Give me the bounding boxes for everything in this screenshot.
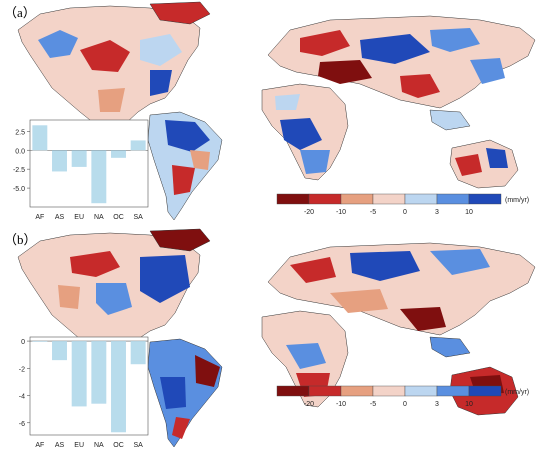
y-tick-label: 0.0 bbox=[15, 148, 25, 155]
colorbar-segment bbox=[404, 193, 438, 205]
colorbar-tick-label: -10 bbox=[336, 209, 346, 216]
bar-na bbox=[91, 341, 107, 404]
colorbar-tick-label: 0 bbox=[403, 209, 407, 216]
colorbar-segment bbox=[276, 193, 310, 205]
bar-oc bbox=[111, 150, 126, 158]
x-tick-label: AF bbox=[35, 442, 44, 449]
y-tick-label: -2.5 bbox=[13, 167, 25, 174]
bar-oc bbox=[111, 341, 126, 433]
colorbar-segment bbox=[372, 385, 406, 397]
sea-islands-region bbox=[429, 109, 471, 131]
africa-region bbox=[261, 83, 349, 181]
greenland-region bbox=[149, 1, 211, 25]
south-america-region bbox=[147, 111, 223, 221]
x-tick-label: AS bbox=[55, 214, 65, 221]
colorbar-segment bbox=[404, 385, 438, 397]
greenland-region bbox=[149, 228, 211, 252]
colorbar-segment bbox=[308, 193, 342, 205]
bar-as bbox=[52, 341, 67, 361]
x-tick-label: SA bbox=[133, 214, 143, 221]
sea-islands-region bbox=[429, 336, 471, 358]
colorbar-segment bbox=[436, 193, 470, 205]
bar-eu bbox=[71, 341, 87, 407]
colorbar-segment bbox=[468, 385, 502, 397]
x-tick-label: AS bbox=[55, 442, 65, 449]
x-tick-label: NA bbox=[94, 442, 104, 449]
colorbar-segment bbox=[372, 193, 406, 205]
y-tick-label: -6 bbox=[19, 421, 25, 428]
plot-frame bbox=[29, 336, 149, 436]
colorbar-tick-label: -20 bbox=[304, 209, 314, 216]
x-tick-label: OC bbox=[113, 442, 124, 449]
colorbar-unit: (mm/yr) bbox=[505, 389, 529, 396]
eurasia-region bbox=[267, 242, 536, 336]
x-tick-label: SA bbox=[133, 442, 143, 449]
bar-af bbox=[32, 341, 48, 342]
bar-na bbox=[91, 150, 107, 204]
bar-sa bbox=[130, 341, 146, 365]
australia-region bbox=[449, 139, 519, 189]
x-tick-label: OC bbox=[113, 214, 124, 221]
colorbar-segment bbox=[308, 385, 342, 397]
panel-label: （b） bbox=[4, 232, 37, 247]
colorbar-tick-label: 10 bbox=[465, 401, 473, 408]
bar-as bbox=[52, 150, 67, 172]
colorbar-tick-label: -5 bbox=[370, 401, 376, 408]
colorbar-tick-label: 3 bbox=[435, 401, 439, 408]
plot-frame bbox=[29, 119, 149, 208]
colorbar-tick-label: 10 bbox=[465, 209, 473, 216]
colorbar-tick-label: 0 bbox=[403, 401, 407, 408]
map-b bbox=[17, 228, 536, 448]
north-america-region bbox=[17, 232, 201, 358]
colorbar-segment bbox=[436, 385, 470, 397]
north-america-region bbox=[17, 5, 201, 131]
y-tick-label: -4 bbox=[19, 394, 25, 401]
colorbar-unit: (mm/yr) bbox=[505, 197, 529, 204]
map-a bbox=[17, 1, 536, 221]
y-tick-label: 0 bbox=[21, 339, 25, 346]
colorbar-segment bbox=[340, 385, 374, 397]
bar-chart-inset: 0 -2 -4 -6 AF AS EU NA OC SA bbox=[19, 336, 149, 449]
y-tick-label: -5.0 bbox=[13, 186, 25, 193]
bar-chart-inset: 2.5 0.0 -2.5 -5.0 AF AS EU NA OC SA bbox=[13, 119, 149, 221]
south-america-region bbox=[147, 338, 223, 448]
bar-sa bbox=[130, 140, 146, 151]
y-tick-label: 2.5 bbox=[15, 129, 25, 136]
x-tick-label: AF bbox=[35, 214, 44, 221]
x-tick-label: EU bbox=[74, 442, 84, 449]
colorbar-tick-label: -10 bbox=[336, 401, 346, 408]
bar-af bbox=[32, 125, 48, 151]
eurasia-region bbox=[267, 15, 536, 109]
colorbar-segment bbox=[276, 385, 310, 397]
bar-eu bbox=[71, 150, 87, 167]
colorbar-tick-label: -5 bbox=[370, 209, 376, 216]
x-tick-label: EU bbox=[74, 214, 84, 221]
colorbar-segment bbox=[468, 193, 502, 205]
colorbar-tick-label: 3 bbox=[435, 209, 439, 216]
panel-a: （a） 2.5 0.0 -2.5 -5.0 AF AS EU NA OC SA -20 -10 -5 0… bbox=[0, 0, 550, 227]
panel-b: （b） 0 -2 -4 -6 AF AS EU NA OC SA -20 -10 -5 0 3 10 (mm/… bbox=[0, 227, 550, 455]
colorbar: -20 -10 -5 0 3 10 (mm/yr) bbox=[276, 385, 529, 408]
colorbar-tick-label: -20 bbox=[304, 401, 314, 408]
y-tick-label: -2 bbox=[19, 366, 25, 373]
x-tick-label: NA bbox=[94, 214, 104, 221]
panel-label: （a） bbox=[4, 5, 36, 20]
colorbar-segment bbox=[340, 193, 374, 205]
colorbar: -20 -10 -5 0 3 10 (mm/yr) bbox=[276, 193, 529, 216]
